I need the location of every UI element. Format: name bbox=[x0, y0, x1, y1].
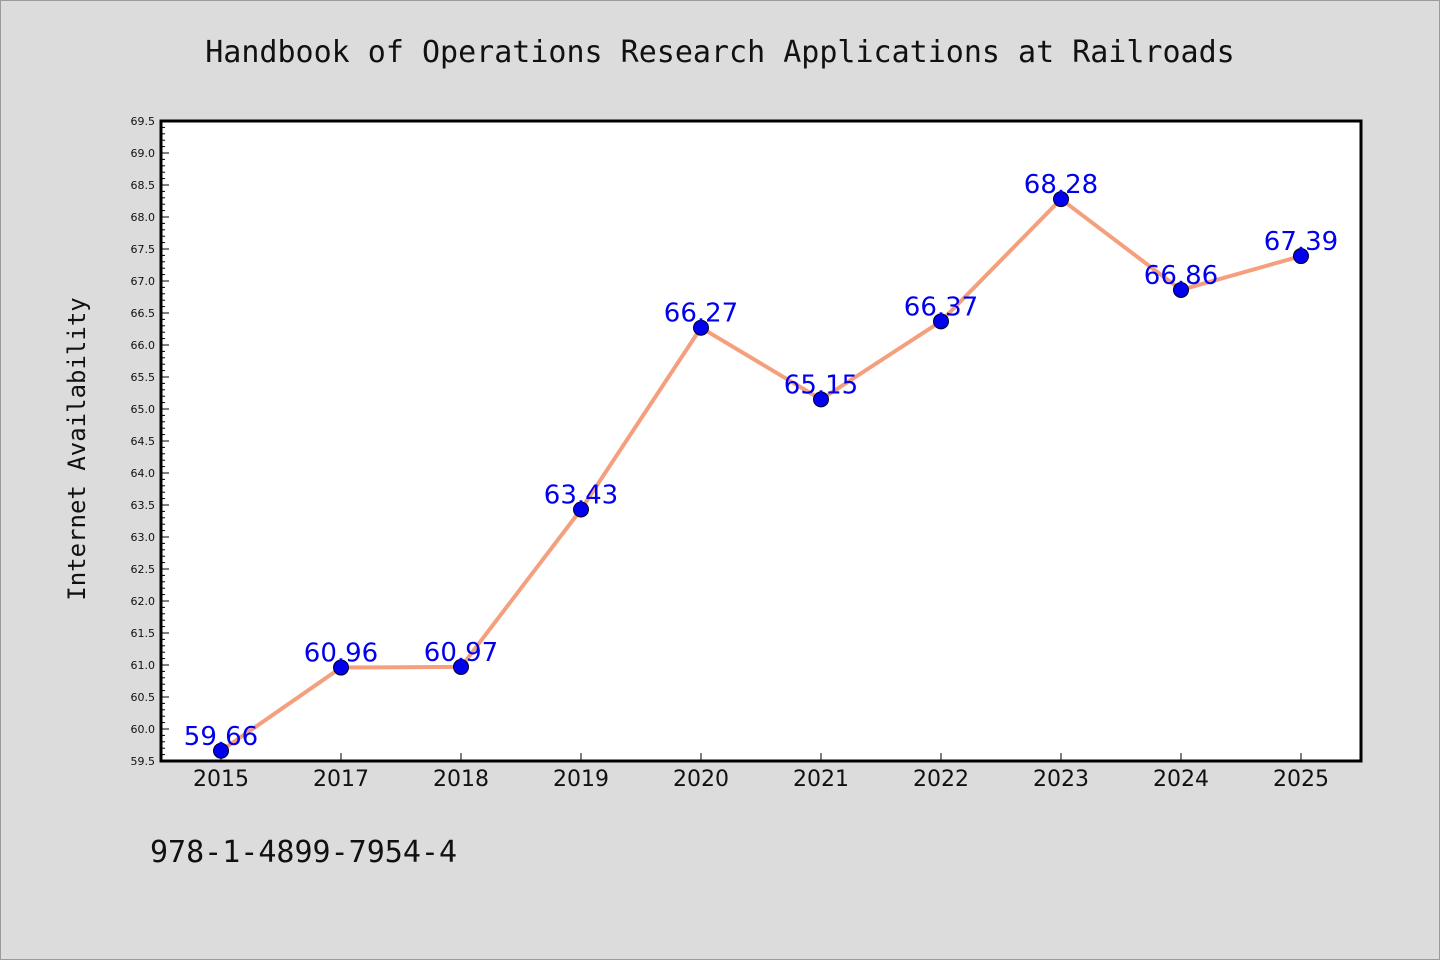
x-tick-label: 2019 bbox=[553, 767, 609, 792]
y-tick-label: 65.0 bbox=[131, 403, 156, 416]
x-tick-label: 2025 bbox=[1273, 767, 1329, 792]
y-tick-label: 65.5 bbox=[131, 371, 156, 384]
plot-area bbox=[159, 119, 1363, 763]
data-point bbox=[213, 742, 229, 759]
y-tick-label: 69.5 bbox=[131, 115, 156, 128]
y-tick-label: 63.5 bbox=[131, 499, 156, 512]
data-point bbox=[693, 319, 709, 336]
y-tick-label: 62.5 bbox=[131, 563, 156, 576]
series-line bbox=[219, 197, 1302, 753]
data-label: 63.43 bbox=[544, 480, 618, 510]
data-label: 67.39 bbox=[1264, 227, 1338, 257]
x-tick-label: 2022 bbox=[913, 767, 969, 792]
data-point bbox=[453, 658, 469, 675]
data-label: 66.86 bbox=[1144, 261, 1218, 291]
x-tick-label: 2015 bbox=[193, 767, 249, 792]
x-tick-label: 2020 bbox=[673, 767, 729, 792]
data-label: 59.66 bbox=[184, 722, 258, 752]
y-tick-label: 60.0 bbox=[131, 723, 156, 736]
x-tick-label: 2021 bbox=[793, 767, 849, 792]
data-point bbox=[933, 313, 949, 330]
data-label: 66.27 bbox=[664, 299, 738, 329]
chart-title: Handbook of Operations Research Applicat… bbox=[205, 35, 1235, 70]
data-point bbox=[1173, 281, 1189, 298]
data-point bbox=[813, 391, 829, 408]
y-tick-label: 61.0 bbox=[131, 659, 156, 672]
y-tick-label: 61.5 bbox=[131, 627, 156, 640]
data-label: 60.97 bbox=[424, 638, 498, 668]
x-tick-label: 2023 bbox=[1033, 767, 1089, 792]
y-tick-label: 67.5 bbox=[131, 243, 156, 256]
x-tick-label: 2017 bbox=[313, 767, 369, 792]
data-point bbox=[1053, 191, 1069, 208]
data-label: 60.96 bbox=[304, 639, 378, 669]
y-tick-label: 64.5 bbox=[131, 435, 156, 448]
y-tick-label: 63.0 bbox=[131, 531, 156, 544]
data-label: 66.37 bbox=[904, 292, 978, 322]
data-label: 65.15 bbox=[784, 370, 858, 400]
isbn-text: 978-1-4899-7954-4 bbox=[150, 835, 458, 870]
data-point bbox=[1293, 248, 1309, 265]
y-tick-label: 60.5 bbox=[131, 691, 156, 704]
y-tick-label: 67.0 bbox=[131, 275, 156, 288]
data-point bbox=[333, 659, 349, 676]
y-tick-label: 66.0 bbox=[131, 339, 156, 352]
y-tick-label: 69.0 bbox=[131, 147, 156, 160]
y-tick-label: 66.5 bbox=[131, 307, 156, 320]
x-tick-label: 2024 bbox=[1153, 767, 1209, 792]
y-tick-label: 68.0 bbox=[131, 211, 156, 224]
y-tick-label: 68.5 bbox=[131, 179, 156, 192]
x-tick-label: 2018 bbox=[433, 767, 489, 792]
y-tick-label: 64.0 bbox=[131, 467, 156, 480]
y-tick-label: 59.5 bbox=[131, 755, 156, 768]
data-point bbox=[573, 501, 589, 518]
data-label: 68.28 bbox=[1024, 170, 1098, 200]
y-tick-label: 62.0 bbox=[131, 595, 156, 608]
